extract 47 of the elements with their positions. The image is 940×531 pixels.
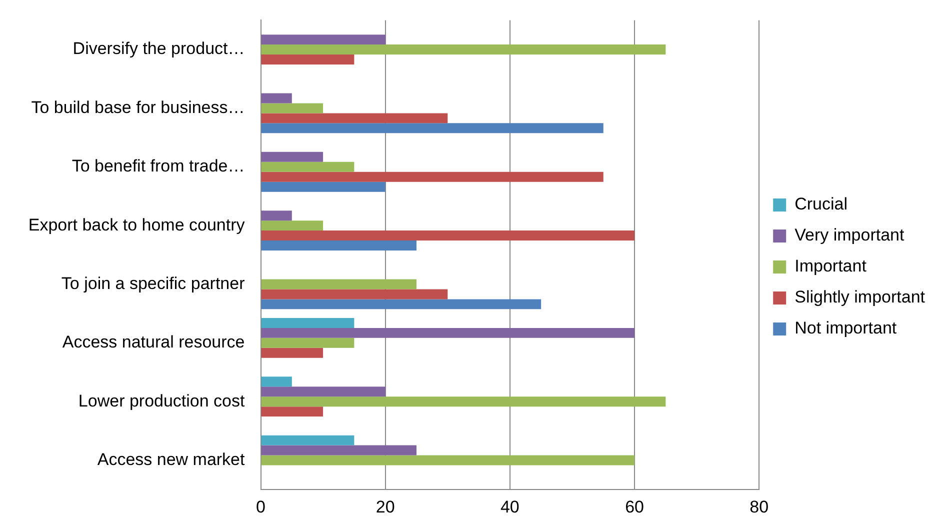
y-tick-label: Access new market: [97, 450, 246, 469]
legend-label: Slightly important: [794, 288, 926, 307]
x-tick-label: 60: [625, 497, 644, 516]
bar: [261, 44, 666, 55]
bar: [261, 210, 292, 221]
y-tick-label: Diversify the product…: [72, 39, 245, 58]
bar: [261, 240, 416, 250]
x-tick-label: 80: [750, 497, 769, 516]
y-tick-label: Export back to home country: [28, 215, 246, 234]
legend-label: Not important: [794, 318, 897, 338]
legend-label: Important: [794, 256, 867, 276]
bar: [261, 34, 386, 45]
bar: [261, 182, 386, 192]
y-tick-label: To benefit from trade…: [72, 156, 245, 176]
y-tick-label: Access natural resource: [62, 332, 245, 352]
bar: [261, 348, 324, 358]
bar: [261, 172, 604, 182]
legend-label: Crucial: [794, 194, 848, 214]
bar: [261, 376, 292, 387]
bar: [261, 455, 635, 466]
x-tick-label: 20: [376, 497, 395, 516]
bar: [261, 103, 324, 114]
bar: [261, 289, 448, 300]
bar: [261, 386, 386, 397]
bar: [261, 113, 448, 124]
bar: [261, 396, 666, 407]
bar: [261, 54, 354, 64]
bar: [261, 220, 324, 231]
bar: [261, 435, 354, 446]
bar: [261, 279, 416, 290]
legend-label: Very important: [794, 226, 904, 245]
bar: [261, 406, 324, 417]
y-tick-label: To build base for business…: [31, 98, 245, 117]
bar: [261, 299, 542, 310]
bar: [261, 338, 354, 348]
bar: [261, 445, 416, 456]
bar: [261, 328, 635, 338]
y-tick-label: Lower production cost: [78, 391, 246, 410]
bar: [261, 162, 354, 172]
x-tick-label: 0: [256, 497, 266, 516]
bar: [261, 152, 324, 162]
bar: [261, 230, 635, 241]
bar: [261, 93, 292, 104]
y-tick-label: To join a specific partner: [61, 274, 246, 293]
bar: [261, 318, 354, 328]
x-tick-label: 40: [500, 497, 520, 516]
bar: [261, 123, 604, 134]
